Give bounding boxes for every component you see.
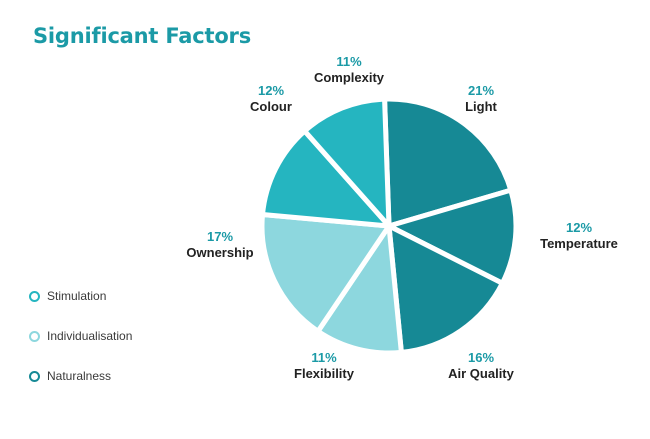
slice-label-complexity: Complexity bbox=[314, 70, 385, 85]
slice-percent-colour: 12% bbox=[258, 83, 284, 98]
slice-percent-ownership: 17% bbox=[207, 229, 233, 244]
slice-percent-light: 21% bbox=[468, 83, 494, 98]
legend-label: Naturalness bbox=[47, 369, 112, 383]
pie-slice-air-quality bbox=[386, 223, 505, 355]
slice-percent-complexity: 11% bbox=[336, 54, 362, 69]
pie-slice-colour bbox=[260, 128, 392, 229]
legend-swatch-icon bbox=[29, 370, 40, 382]
pie-slice-ownership bbox=[259, 211, 392, 334]
slice-label-light: Light bbox=[465, 99, 497, 114]
slice-percent-flexibility: 11% bbox=[311, 350, 337, 365]
pie-slice-light bbox=[382, 96, 514, 229]
legend-item-naturalness: Naturalness bbox=[29, 366, 132, 386]
pie-slice-flexibility bbox=[315, 223, 404, 356]
slice-label-colour: Colour bbox=[250, 99, 292, 114]
legend-item-stimulation: Stimulation bbox=[29, 286, 132, 306]
slice-label-ownership: Ownership bbox=[186, 245, 253, 260]
legend-label: Individualisation bbox=[47, 329, 133, 343]
pie-slice-complexity bbox=[302, 96, 392, 229]
slice-label-temperature: Temperature bbox=[540, 236, 618, 251]
slice-label-flexibility: Flexibility bbox=[294, 366, 355, 381]
slice-percent-air-quality: 16% bbox=[468, 350, 494, 365]
slice-percent-temperature: 12% bbox=[566, 220, 592, 235]
chart-legend: Stimulation Individualisation Naturalness bbox=[29, 286, 132, 406]
pie-slice-temperature bbox=[386, 187, 519, 286]
slice-label-air-quality: Air Quality bbox=[448, 366, 515, 381]
chart-title: Significant Factors bbox=[33, 24, 252, 48]
legend-swatch-icon bbox=[29, 290, 40, 302]
legend-item-individualisation: Individualisation bbox=[29, 326, 132, 346]
legend-label: Stimulation bbox=[47, 289, 107, 303]
legend-swatch-icon bbox=[29, 330, 40, 342]
